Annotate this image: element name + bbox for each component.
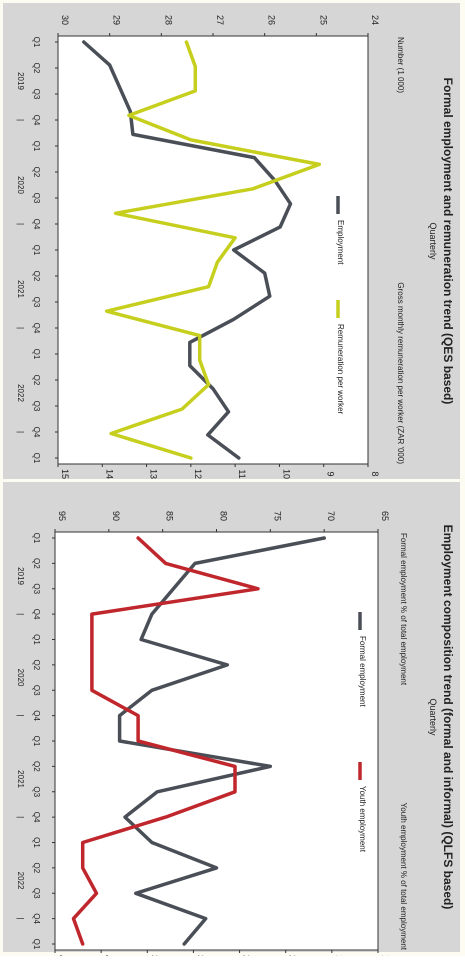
chart-title: Employment composition trend (formal and… (441, 525, 455, 910)
x-quarter-label: Q4 (32, 427, 41, 438)
x-year-separator: | (16, 223, 25, 225)
y-tick-label: 30 (60, 15, 70, 25)
plot-area (57, 35, 369, 465)
series-line-2 (104, 40, 322, 460)
x-quarter-label: Q4 (32, 913, 41, 924)
x-quarter-label: Q2 (32, 375, 41, 386)
x-year-label: 2019 (16, 567, 25, 585)
y2-tick-label: 11 (237, 469, 247, 478)
x-quarter-label: Q3 (32, 89, 41, 100)
x-quarter-label: Q1 (32, 939, 41, 950)
x-quarter-label: Q2 (32, 863, 41, 874)
x-quarter-label: Q3 (32, 786, 41, 797)
legend-label-1: Formal employment (358, 636, 367, 707)
x-quarter-label: Q1 (32, 634, 41, 645)
x-quarter-label: Q2 (32, 271, 41, 282)
x-quarter-label: Q3 (32, 888, 41, 899)
x-quarter-label: Q2 (32, 660, 41, 671)
x-quarter-label: Q3 (32, 583, 41, 594)
x-quarter-label: Q1 (32, 349, 41, 360)
x-quarter-label: Q1 (32, 533, 41, 544)
x-quarter-label: Q4 (32, 323, 41, 334)
y-tick-label: 70 (326, 511, 336, 521)
y-tick-label: 85 (165, 511, 175, 521)
y-tick-label: 28 (163, 15, 173, 25)
y2-tick-label: 8 (370, 471, 380, 476)
x-quarter-label: Q3 (32, 193, 41, 204)
y-tick-label: 27 (215, 15, 225, 25)
y2-tick-label: 13 (149, 469, 159, 479)
x-quarter-label: Q4 (32, 812, 41, 823)
x-year-label: 2021 (16, 770, 25, 788)
legend-label-1: Employment (336, 220, 345, 265)
series-line-1 (117, 536, 326, 946)
x-year-label: 2022 (16, 384, 25, 402)
y-axis-label: Number (1 000) (396, 37, 405, 93)
x-year-separator: | (16, 119, 25, 121)
x-quarter-label: Q1 (32, 245, 41, 256)
x-quarter-label: Q3 (32, 401, 41, 412)
x-quarter-label: Q1 (32, 141, 41, 152)
x-year-label: 2021 (16, 280, 25, 298)
x-quarter-label: Q4 (32, 219, 41, 230)
x-quarter-label: Q2 (32, 761, 41, 772)
y-axis-label: Formal employment % of total employment (399, 533, 408, 686)
y2-tick-label: 12 (193, 469, 203, 479)
y2-tick-label: 10 (281, 469, 291, 479)
x-quarter-label: Q1 (32, 837, 41, 848)
x-quarter-label: Q3 (32, 685, 41, 696)
x-quarter-label: Q1 (32, 453, 41, 464)
x-year-separator: | (16, 715, 25, 717)
y2-tick-label: 14 (104, 469, 114, 479)
chart-2: Employment composition trend (formal and… (3, 482, 460, 961)
legend-label-2: Remuneration per worker (336, 324, 345, 415)
y2-axis-label: Gross monthly remuneration per worker (Z… (396, 282, 405, 464)
x-quarter-label: Q4 (32, 609, 41, 620)
chart-1: Formal employment and remuneration trend… (3, 3, 460, 479)
x-year-label: 2019 (16, 72, 25, 90)
y2-tick-label: 15 (60, 469, 70, 479)
y-tick-label: 65 (380, 511, 390, 521)
x-quarter-label: Q1 (32, 37, 41, 48)
x-quarter-label: Q4 (32, 115, 41, 126)
x-year-separator: | (16, 918, 25, 920)
legend-label-2: Youth employment (358, 786, 367, 853)
y-tick-label: 95 (57, 511, 67, 521)
x-quarter-label: Q3 (32, 297, 41, 308)
y-tick-label: 26 (267, 15, 277, 25)
series-line-1 (82, 40, 293, 460)
chart-subtitle: Quarterly (428, 698, 438, 736)
plot-area (54, 531, 379, 951)
y-tick-label: 25 (318, 15, 328, 25)
y-tick-label: 75 (272, 511, 282, 521)
x-year-separator: | (16, 816, 25, 818)
x-year-separator: | (16, 431, 25, 433)
chart-title: Formal employment and remuneration trend… (441, 78, 455, 405)
x-year-label: 2020 (16, 669, 25, 687)
y2-axis-label: Youth employment % of total employment (399, 803, 408, 951)
y-tick-label: 29 (112, 15, 122, 25)
y-tick-label: 24 (370, 15, 380, 25)
x-quarter-label: Q2 (32, 558, 41, 569)
chart-subtitle: Quarterly (428, 222, 438, 260)
y-tick-label: 90 (111, 511, 121, 521)
x-quarter-label: Q2 (32, 167, 41, 178)
x-quarter-label: Q2 (32, 63, 41, 74)
x-year-label: 2020 (16, 176, 25, 194)
x-year-separator: | (16, 613, 25, 615)
x-year-separator: | (16, 327, 25, 329)
x-year-label: 2022 (16, 872, 25, 890)
x-quarter-label: Q1 (32, 736, 41, 747)
y-tick-label: 80 (219, 511, 229, 521)
x-quarter-label: Q4 (32, 710, 41, 721)
y2-tick-label: 9 (326, 471, 336, 476)
series-line-2 (71, 536, 260, 946)
